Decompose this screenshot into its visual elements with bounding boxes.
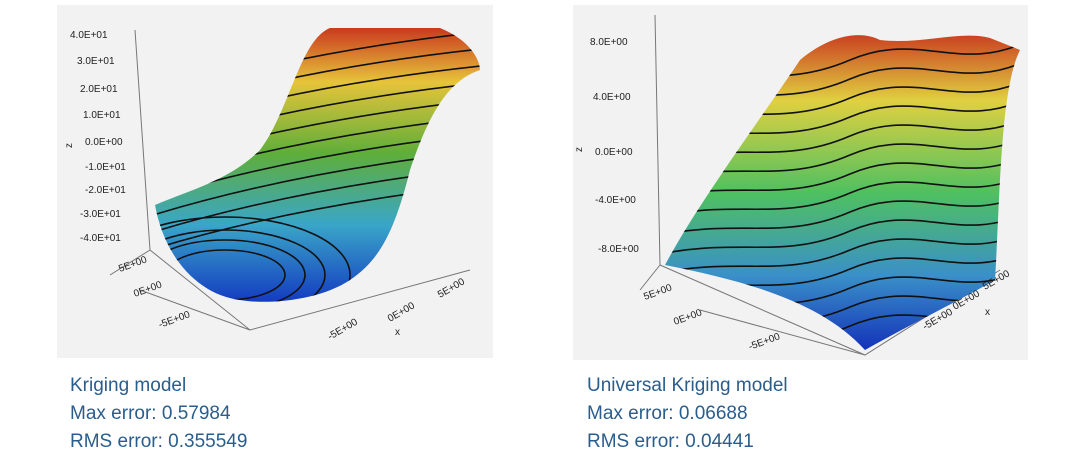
contour [665, 172, 1020, 219]
z-tick-label: -1.0E+01 [85, 162, 126, 173]
z-tick-label: 4.0E+01 [70, 30, 108, 41]
z-tick-label: 0.0E+00 [85, 137, 123, 148]
caption-rms-error: RMS error: 0.355549 [70, 431, 247, 452]
contour [665, 191, 1020, 238]
x-axis-label: x [985, 307, 990, 318]
z-tick-label: 2.0E+01 [80, 84, 118, 95]
z-tick-label: -8.0E+00 [598, 244, 639, 255]
caption-title: Universal Kriging model [587, 375, 788, 396]
z-tick-label: 3.0E+01 [77, 56, 115, 67]
z-tick-label: 0.0E+00 [595, 147, 633, 158]
contour [155, 216, 351, 302]
contour [665, 229, 1020, 276]
z-axis-label: z [574, 147, 585, 152]
z-tick-label: 4.0E+00 [593, 92, 631, 103]
z-tick-label: 1.0E+01 [83, 110, 121, 121]
z-tick-label: 8.0E+00 [590, 37, 628, 48]
z-axis-label: z [64, 143, 75, 148]
contour [665, 210, 1020, 257]
z-tick-label: -4.0E+01 [80, 233, 121, 244]
contour [665, 153, 1020, 200]
x-axis-label: x [395, 327, 400, 338]
caption-max-error: Max error: 0.06688 [587, 403, 748, 424]
contour [155, 239, 306, 302]
z-tick-label: -3.0E+01 [80, 209, 121, 220]
caption-title: Kriging model [70, 375, 186, 396]
z-tick-label: -2.0E+01 [85, 185, 126, 196]
contour [155, 229, 326, 302]
caption-max-error: Max error: 0.57984 [70, 403, 231, 424]
caption-rms-error: RMS error: 0.04441 [587, 431, 754, 452]
z-tick-label: -4.0E+00 [595, 195, 636, 206]
